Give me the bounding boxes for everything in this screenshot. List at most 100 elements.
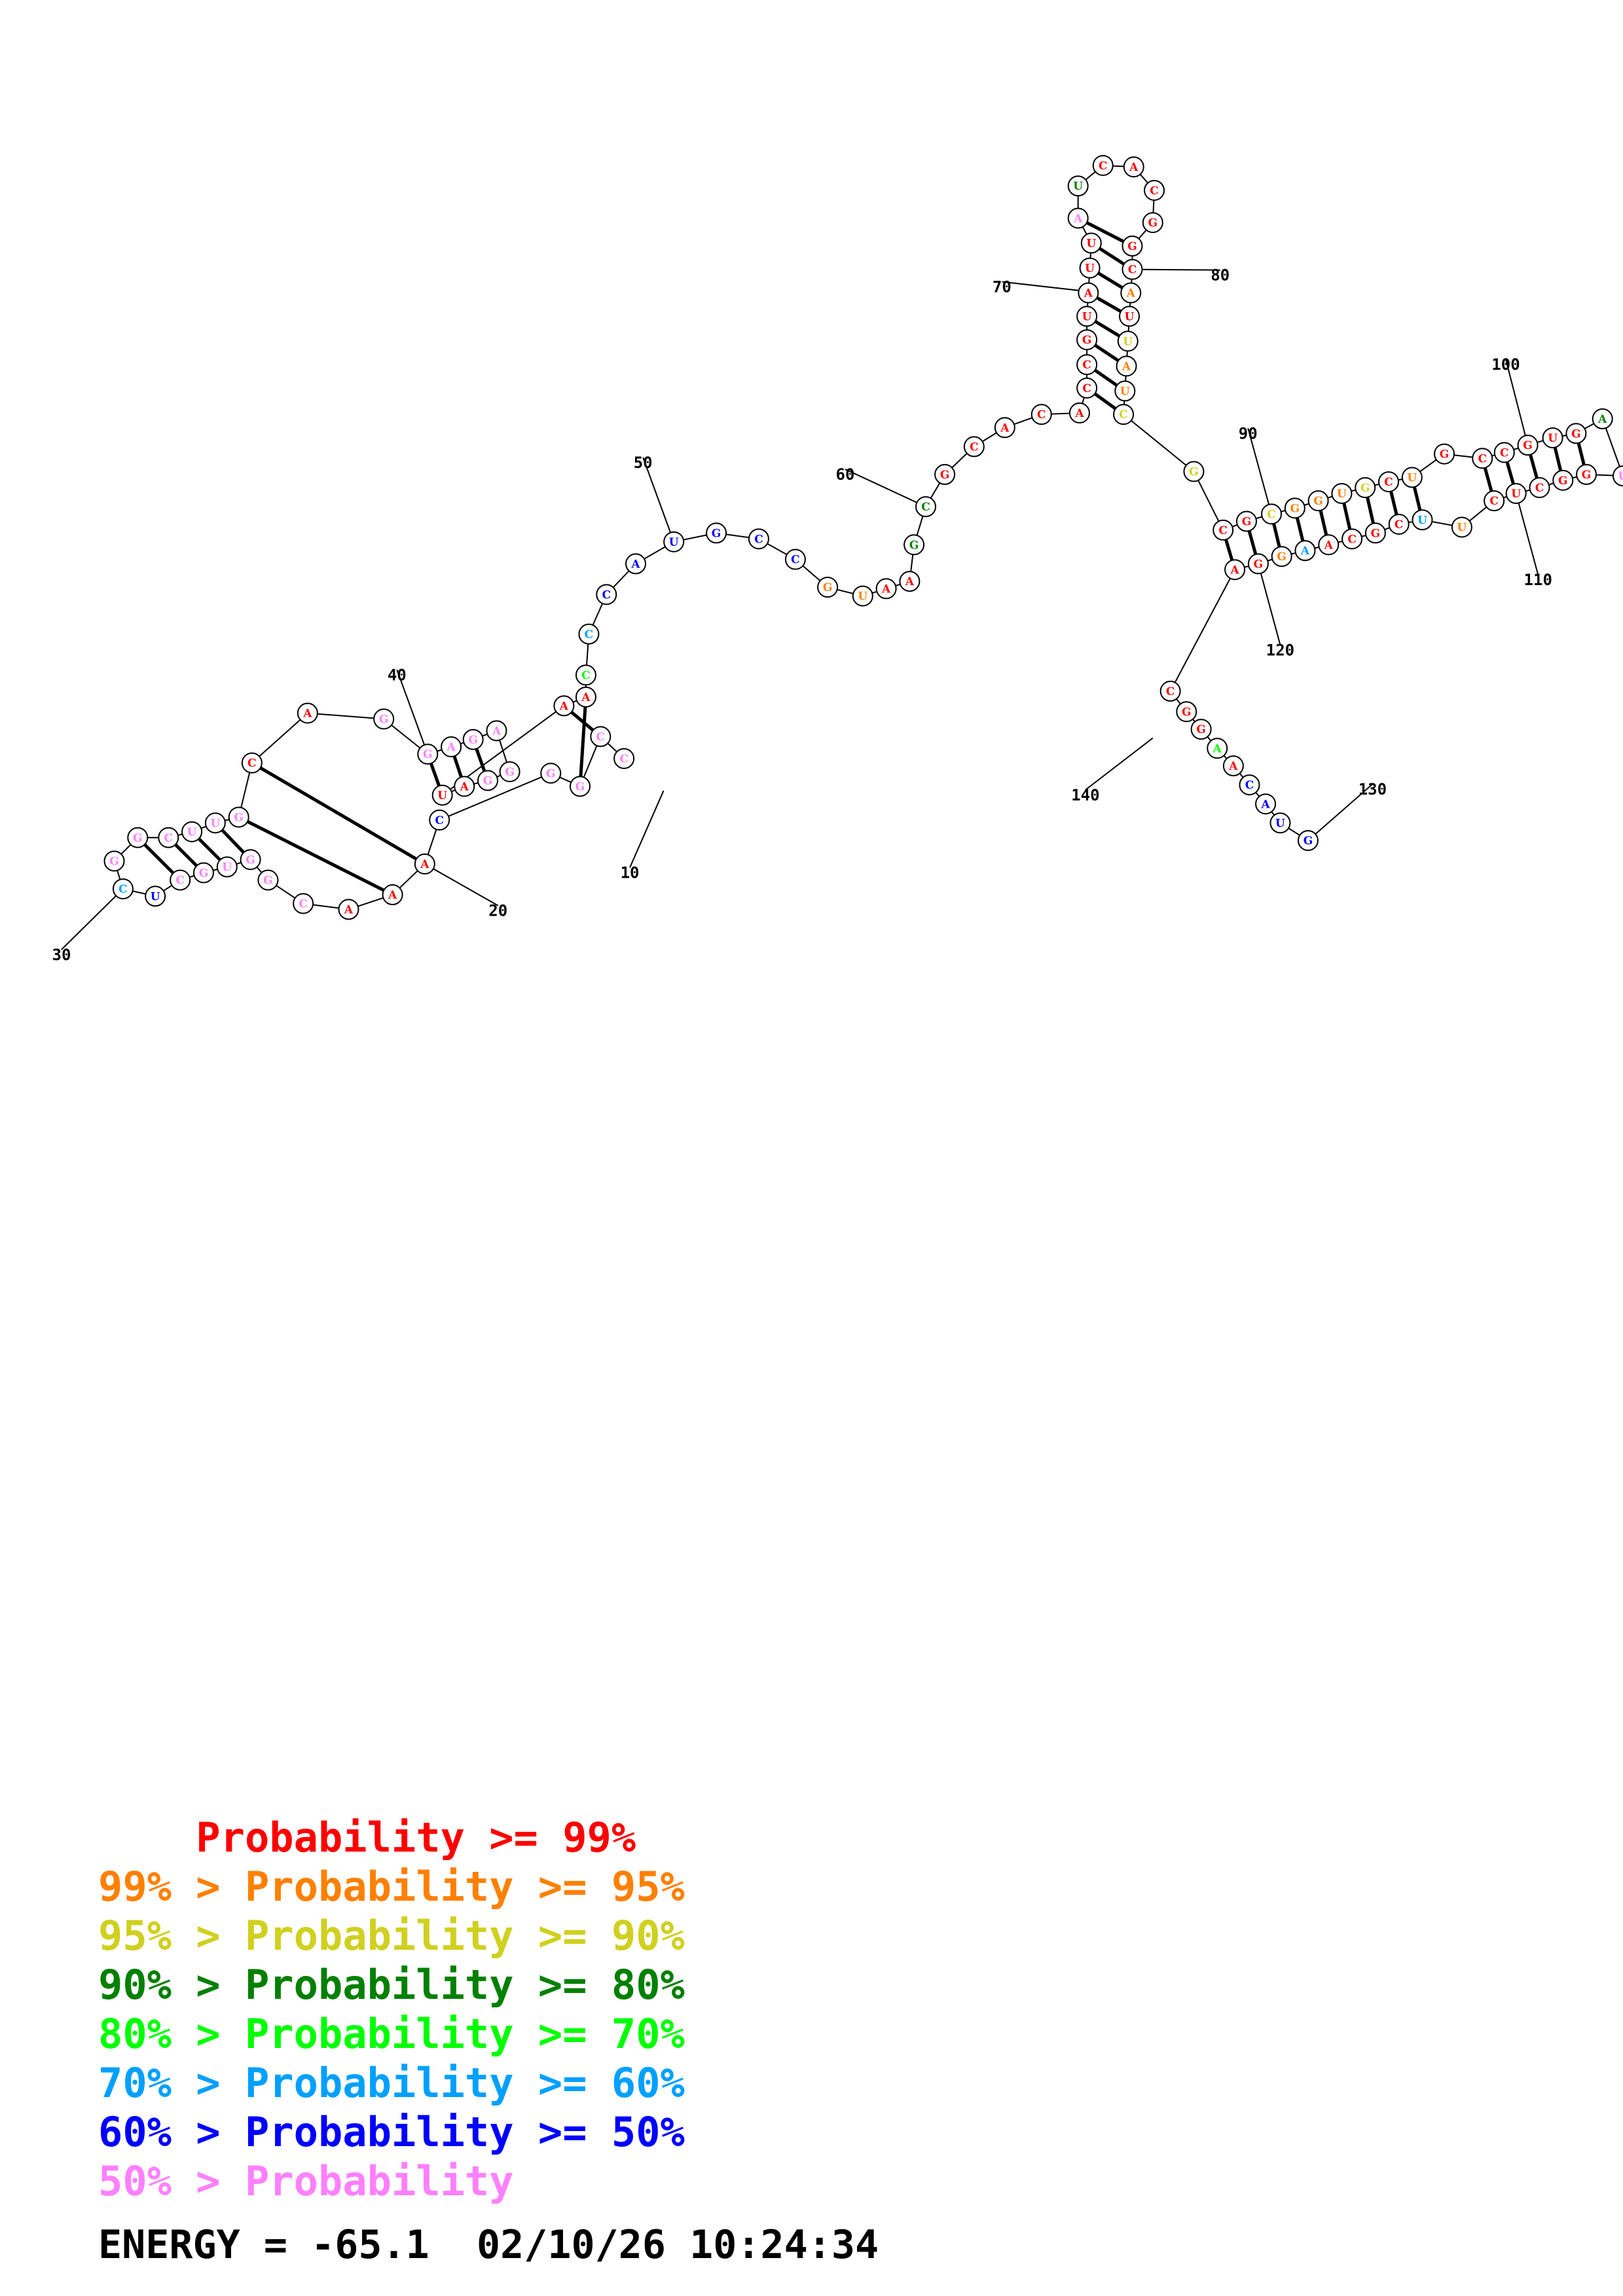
- nucleotide-letter: G: [1277, 550, 1286, 564]
- nucleotide-circle: [817, 577, 839, 598]
- index-label: 60: [836, 465, 855, 484]
- nucleotide-letter: A: [420, 858, 429, 871]
- nucleotide-circle: [1123, 156, 1144, 178]
- nucleotide-circle: [204, 812, 226, 834]
- nucleotide: A: [553, 695, 575, 717]
- nucleotide-circle: [1142, 212, 1163, 234]
- nucleotide-letter: C: [1395, 518, 1404, 531]
- nucleotide-circle: [1294, 540, 1316, 562]
- nucleotide: A: [994, 417, 1015, 439]
- legend-row: 60% > Probability >= 50%: [98, 2108, 685, 2156]
- nucleotide-letter: C: [1128, 264, 1137, 277]
- nucleotide: G: [127, 827, 149, 848]
- index-tick: [629, 790, 665, 868]
- nucleotide: U: [1080, 232, 1102, 254]
- nucleotide-letter: C: [1478, 452, 1487, 465]
- nucleotide: G: [257, 869, 279, 891]
- nucleotide-letter: A: [1000, 422, 1010, 435]
- nucleotide-letter: G: [940, 469, 950, 482]
- nucleotide: A: [1068, 402, 1090, 423]
- index-tick: [396, 670, 429, 755]
- index-tick: [642, 457, 675, 543]
- nucleotide-letter: A: [1228, 760, 1238, 773]
- nucleotide-letter: G: [1582, 469, 1592, 482]
- nucleotide-letter: U: [187, 826, 197, 839]
- nucleotide-letter: G: [1304, 834, 1313, 848]
- nucleotide-circle: [1122, 235, 1143, 257]
- nucleotide-circle: [240, 849, 261, 870]
- nucleotide-letter: G: [575, 780, 585, 793]
- nucleotide: U: [1119, 306, 1140, 327]
- nucleotide-letter: U: [1125, 310, 1135, 323]
- nucleotide-letter: C: [1384, 476, 1393, 489]
- nucleotide: C: [963, 436, 985, 457]
- nucleotide-circle: [1505, 482, 1527, 504]
- nucleotide-letter: C: [1347, 533, 1357, 546]
- nucleotide: C: [748, 528, 769, 550]
- nucleotide-circle: [1284, 497, 1305, 519]
- nucleotide-letter: C: [596, 730, 606, 744]
- nucleotide-letter: A: [492, 725, 501, 738]
- nucleotide-circle: [784, 548, 806, 570]
- index-label: 100: [1491, 355, 1520, 374]
- nucleotide-circle: [1080, 232, 1102, 254]
- nucleotide-circle: [1269, 812, 1291, 834]
- nucleotide: G: [1284, 497, 1305, 519]
- index-label: 140: [1071, 786, 1099, 804]
- nucleotide-circle: [1117, 331, 1139, 352]
- nucleotide-circle: [499, 761, 520, 783]
- nucleotide: A: [875, 578, 897, 600]
- nucleotide-circle: [1078, 282, 1099, 304]
- nucleotide-circle: [1207, 738, 1228, 759]
- nucleotide: G: [103, 850, 125, 872]
- nucleotide-letter: C: [247, 757, 257, 770]
- nucleotide-circle: [1542, 427, 1563, 448]
- nucleotide-letter: C: [619, 753, 629, 766]
- nucleotide-letter: A: [460, 780, 469, 793]
- nucleotide-circle: [1355, 477, 1376, 499]
- nucleotide: A: [1222, 755, 1244, 777]
- nucleotide: C: [170, 869, 191, 891]
- nucleotide-circle: [431, 784, 453, 806]
- index-label: 40: [388, 666, 407, 684]
- nucleotide-circle: [1341, 528, 1363, 550]
- nucleotide: G: [417, 744, 439, 765]
- nucleotide-circle: [706, 522, 727, 544]
- nucleotide-circle: [382, 884, 403, 906]
- nucleotide: A: [1123, 156, 1144, 178]
- nucleotide-circle: [852, 585, 873, 607]
- nucleotide: C: [1076, 354, 1098, 376]
- nucleotide-letter: G: [234, 811, 244, 824]
- nucleotide: C: [1529, 477, 1550, 499]
- nucleotide-letter: A: [1230, 564, 1239, 577]
- nucleotide-letter: G: [246, 853, 255, 867]
- nucleotide-letter: U: [1511, 488, 1521, 501]
- nucleotide-letter: C: [175, 874, 185, 888]
- nucleotide-letter: G: [1242, 516, 1252, 529]
- nucleotide: G: [934, 463, 956, 485]
- nucleotide: G: [1183, 461, 1205, 482]
- nucleotide: G: [228, 806, 249, 828]
- nucleotide-letter: A: [1324, 539, 1334, 552]
- nucleotide: C: [1159, 681, 1181, 702]
- nucleotide-letter: U: [1085, 262, 1095, 275]
- nucleotide-letter: G: [199, 867, 209, 880]
- nucleotide-letter: G: [1148, 217, 1158, 230]
- nucleotide-letter: A: [1260, 798, 1270, 811]
- nucleotide-circle: [228, 806, 249, 828]
- nucleotide: C: [1213, 519, 1234, 541]
- backbone-bond: [1123, 414, 1195, 473]
- nucleotide-letter: G: [1127, 240, 1137, 253]
- nucleotide: G: [462, 728, 484, 750]
- nucleotide-circle: [486, 720, 507, 742]
- nucleotide-circle: [994, 417, 1015, 439]
- nucleotide-circle: [934, 463, 956, 485]
- legend-row: Probability >= 99%: [98, 1814, 636, 1861]
- nucleotide-letter: C: [970, 440, 979, 454]
- nucleotide-letter: U: [1457, 521, 1467, 534]
- nucleotide-letter: G: [1254, 558, 1264, 571]
- index-label: 130: [1359, 780, 1387, 798]
- nucleotide: C: [915, 496, 937, 518]
- timestamp: 02/10/26 10:24:34: [476, 2222, 879, 2268]
- nucleotide-letter: G: [483, 775, 493, 788]
